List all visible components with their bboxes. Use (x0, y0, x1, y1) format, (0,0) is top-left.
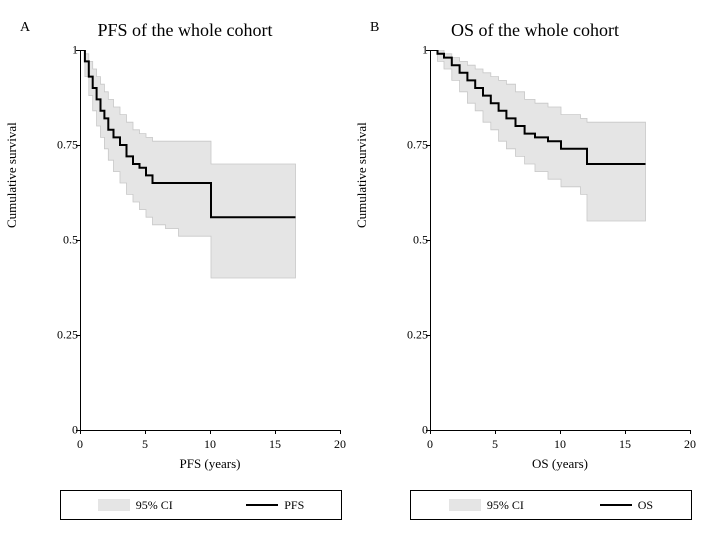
xtick-mark (560, 430, 561, 434)
ytick-label: 0.25 (400, 328, 428, 343)
panel-b-title: OS of the whole cohort (370, 20, 700, 41)
ytick-label: 0.75 (50, 138, 78, 153)
panel-a-plot (80, 50, 341, 431)
panel-a: A PFS of the whole cohort Cumulative sur… (20, 20, 350, 520)
ytick-mark (426, 145, 430, 146)
xtick-label: 0 (65, 437, 95, 452)
ytick-label: 0.25 (50, 328, 78, 343)
legend-line-item: OS (600, 498, 653, 513)
xtick-label: 5 (480, 437, 510, 452)
legend-line-label: OS (638, 498, 653, 513)
ci-band (81, 50, 296, 278)
ytick-label: 0.5 (50, 233, 78, 248)
legend-ci-item: 95% CI (449, 498, 524, 513)
xtick-label: 20 (325, 437, 355, 452)
xtick-label: 15 (260, 437, 290, 452)
xtick-mark (275, 430, 276, 434)
ytick-label: 0.75 (400, 138, 428, 153)
ytick-label: 0 (400, 423, 428, 438)
xtick-mark (495, 430, 496, 434)
panel-b: B OS of the whole cohort Cumulative surv… (370, 20, 700, 520)
legend-ci-label: 95% CI (136, 498, 173, 513)
legend-ci-item: 95% CI (98, 498, 173, 513)
ytick-label: 0.5 (400, 233, 428, 248)
panel-a-ylabel: Cumulative survival (4, 122, 20, 228)
ytick-mark (76, 335, 80, 336)
panel-b-xlabel: OS (years) (430, 456, 690, 472)
ci-band (431, 50, 646, 221)
xtick-label: 15 (610, 437, 640, 452)
xtick-mark (625, 430, 626, 434)
xtick-mark (145, 430, 146, 434)
ytick-label: 1 (50, 43, 78, 58)
ytick-mark (76, 240, 80, 241)
ytick-mark (426, 50, 430, 51)
xtick-label: 10 (545, 437, 575, 452)
ytick-mark (426, 240, 430, 241)
ytick-mark (426, 335, 430, 336)
xtick-mark (340, 430, 341, 434)
legend-line-item: PFS (246, 498, 304, 513)
xtick-mark (430, 430, 431, 434)
ytick-label: 0 (50, 423, 78, 438)
xtick-mark (80, 430, 81, 434)
panel-b-svg (431, 50, 691, 430)
ci-swatch-icon (98, 499, 130, 511)
xtick-label: 0 (415, 437, 445, 452)
xtick-label: 5 (130, 437, 160, 452)
panel-b-ylabel: Cumulative survival (354, 122, 370, 228)
xtick-mark (690, 430, 691, 434)
panel-b-plot (430, 50, 691, 431)
panel-a-xlabel: PFS (years) (80, 456, 340, 472)
figure-container: A PFS of the whole cohort Cumulative sur… (0, 0, 714, 540)
ytick-mark (76, 145, 80, 146)
ytick-label: 1 (400, 43, 428, 58)
panel-a-svg (81, 50, 341, 430)
panel-a-title: PFS of the whole cohort (20, 20, 350, 41)
line-swatch-icon (600, 504, 632, 506)
xtick-mark (210, 430, 211, 434)
xtick-label: 20 (675, 437, 705, 452)
ytick-mark (76, 50, 80, 51)
xtick-label: 10 (195, 437, 225, 452)
panel-a-legend: 95% CI PFS (60, 490, 342, 520)
panel-b-legend: 95% CI OS (410, 490, 692, 520)
legend-line-label: PFS (284, 498, 304, 513)
ci-swatch-icon (449, 499, 481, 511)
legend-ci-label: 95% CI (487, 498, 524, 513)
line-swatch-icon (246, 504, 278, 506)
